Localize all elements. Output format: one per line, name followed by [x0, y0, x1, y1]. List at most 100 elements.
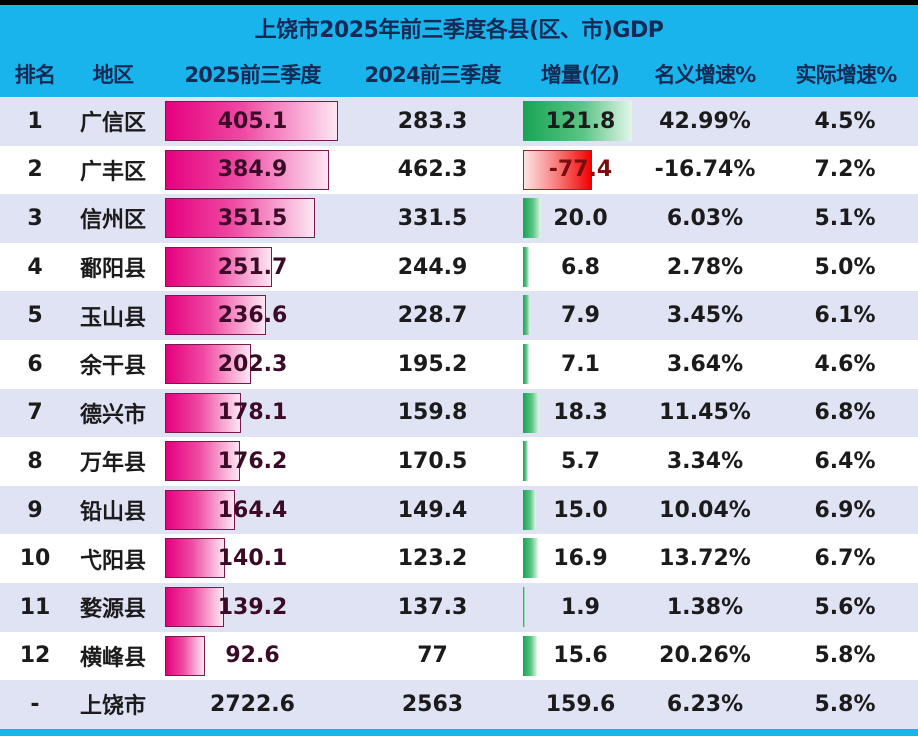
- increase-cell: 16.9: [553, 546, 608, 572]
- increase-positive-bar: [523, 295, 530, 336]
- total-nominal-growth-cell: 6.23%: [666, 691, 744, 717]
- rank-cell: 8: [27, 448, 43, 474]
- real-growth-cell: 5.8%: [814, 643, 876, 669]
- total-rank-cell: -: [30, 691, 40, 717]
- increase-positive-bar: [523, 538, 538, 579]
- gdp-2025-cell: 384.9: [217, 157, 288, 183]
- increase-cell: 6.8: [561, 254, 600, 280]
- gdp-2024-cell: 462.3: [397, 157, 468, 183]
- table-row: 9 铅山县 164.4 149.4 15.0 10.04% 6.9%: [0, 485, 918, 535]
- region-cell: 余干县: [79, 354, 146, 380]
- region-cell: 鄱阳县: [79, 257, 146, 283]
- real-growth-cell: 6.9%: [814, 497, 876, 523]
- gdp-2025-bar: [165, 441, 240, 482]
- table-row: 2 广丰区 384.9 462.3 -77.4 -16.74% 7.2%: [0, 145, 918, 195]
- gdp-2025-bar: [165, 198, 315, 239]
- gdp-2024-cell: 137.3: [397, 594, 468, 620]
- gdp-2025-bar: [165, 586, 224, 627]
- gdp-2025-bar: [165, 635, 205, 676]
- increase-cell: 7.9: [561, 303, 600, 329]
- region-cell: 弋阳县: [79, 548, 146, 574]
- gdp-2024-cell: 77: [417, 643, 448, 669]
- nominal-growth-cell: 3.45%: [666, 303, 744, 329]
- rank-cell: 3: [27, 205, 43, 231]
- region-cell: 广信区: [79, 111, 146, 137]
- nominal-growth-cell: 20.26%: [659, 643, 751, 669]
- table-row: 5 玉山县 236.6 228.7 7.9 3.45% 6.1%: [0, 291, 918, 340]
- real-growth-cell: 4.5%: [814, 108, 876, 134]
- increase-cell: -77.4: [548, 157, 613, 183]
- header-gdp-2024: 2024前三季度: [364, 63, 501, 87]
- increase-positive-bar: [523, 198, 541, 239]
- gdp-2025-cell: 92.6: [225, 643, 280, 669]
- real-growth-cell: 5.0%: [814, 254, 876, 280]
- rank-cell: 4: [27, 254, 43, 280]
- gdp-2024-cell: 123.2: [397, 546, 468, 572]
- increase-negative-bar: [523, 149, 592, 190]
- header-gdp-2025: 2025前三季度: [184, 63, 321, 87]
- table-row: 12 横峰县 92.6 77 15.6 20.26% 5.8%: [0, 631, 918, 681]
- gdp-2025-cell: 405.1: [217, 108, 288, 134]
- header-real-growth: 实际增速%: [795, 63, 897, 87]
- gdp-2025-bar: [165, 538, 225, 579]
- table-row: 6 余干县 202.3 195.2 7.1 3.64% 4.6%: [0, 339, 918, 389]
- increase-positive-bar: [523, 489, 536, 530]
- gdp-2025-cell: 351.5: [217, 205, 288, 231]
- increase-positive-bar: [523, 246, 529, 287]
- nominal-growth-cell: 3.34%: [666, 448, 744, 474]
- rank-cell: 5: [27, 303, 43, 329]
- table-row: 11 婺源县 139.2 137.3 1.9 1.38% 5.6%: [0, 582, 918, 632]
- region-cell: 万年县: [79, 451, 146, 477]
- rank-cell: 9: [27, 497, 43, 523]
- table-title: 上饶市2025年前三季度各县(区、市)GDP: [254, 18, 664, 43]
- rank-cell: 10: [19, 546, 51, 572]
- gdp-2025-bar: [165, 489, 235, 530]
- increase-cell: 15.6: [553, 643, 608, 669]
- gdp-2024-cell: 331.5: [397, 205, 468, 231]
- total-real-growth-cell: 5.8%: [814, 691, 876, 717]
- table-row: 4 鄱阳县 251.7 244.9 6.8 2.78% 5.0%: [0, 242, 918, 292]
- increase-positive-bar: [523, 101, 632, 141]
- gdp-2024-cell: 228.7: [397, 303, 468, 329]
- gdp-2025-bar: [165, 246, 272, 287]
- nominal-growth-cell: 2.78%: [666, 254, 744, 280]
- nominal-growth-cell: 11.45%: [659, 400, 751, 426]
- gdp-2024-cell: 244.9: [397, 254, 468, 280]
- gdp-2025-bar: [165, 295, 266, 336]
- gdp-2025-cell: 164.4: [217, 497, 288, 523]
- increase-positive-bar: [523, 635, 537, 676]
- real-growth-cell: 7.2%: [814, 157, 876, 183]
- rank-cell: 2: [27, 157, 43, 183]
- gdp-2024-cell: 283.3: [397, 108, 468, 134]
- gdp-2025-bar: [165, 343, 251, 384]
- real-growth-cell: 6.7%: [814, 546, 876, 572]
- increase-positive-bar: [523, 392, 539, 433]
- real-growth-cell: 5.6%: [814, 594, 876, 620]
- nominal-growth-cell: 42.99%: [659, 108, 751, 134]
- gdp-2025-cell: 178.1: [217, 400, 288, 426]
- table-frame: 上饶市2025年前三季度各县(区、市)GDP 排名 地区 2025前三季度 20…: [0, 5, 918, 736]
- region-cell: 德兴市: [79, 402, 146, 428]
- rank-cell: 1: [27, 108, 43, 134]
- header-nominal-growth: 名义增速%: [654, 63, 756, 87]
- table-row: 3 信州区 351.5 331.5 20.0 6.03% 5.1%: [0, 194, 918, 243]
- total-gdp-2025-cell: 2722.6: [210, 691, 295, 717]
- gdp-2024-cell: 149.4: [397, 497, 468, 523]
- rank-cell: 6: [27, 351, 43, 377]
- gdp-2025-cell: 251.7: [217, 254, 288, 280]
- table-row: 8 万年县 176.2 170.5 5.7 3.34% 6.4%: [0, 437, 918, 486]
- increase-cell: 18.3: [553, 400, 608, 426]
- total-increase-cell: 159.6: [545, 691, 616, 717]
- total-row: - 上饶市 2722.6 2563 159.6 6.23% 5.8%: [0, 680, 918, 729]
- increase-cell: 20.0: [553, 205, 608, 231]
- table-row: 1 广信区 405.1 283.3 121.8 42.99% 4.5%: [0, 97, 918, 146]
- total-gdp-2024-cell: 2563: [401, 691, 464, 717]
- gdp-2025-bar: [165, 392, 241, 433]
- rank-cell: 11: [19, 594, 51, 620]
- nominal-growth-cell: 3.64%: [666, 351, 744, 377]
- header-increase: 增量(亿): [540, 63, 620, 87]
- table-row: 10 弋阳县 140.1 123.2 16.9 13.72% 6.7%: [0, 534, 918, 583]
- increase-cell: 15.0: [553, 497, 608, 523]
- increase-cell: 121.8: [545, 108, 616, 134]
- gdp-2024-cell: 195.2: [397, 351, 468, 377]
